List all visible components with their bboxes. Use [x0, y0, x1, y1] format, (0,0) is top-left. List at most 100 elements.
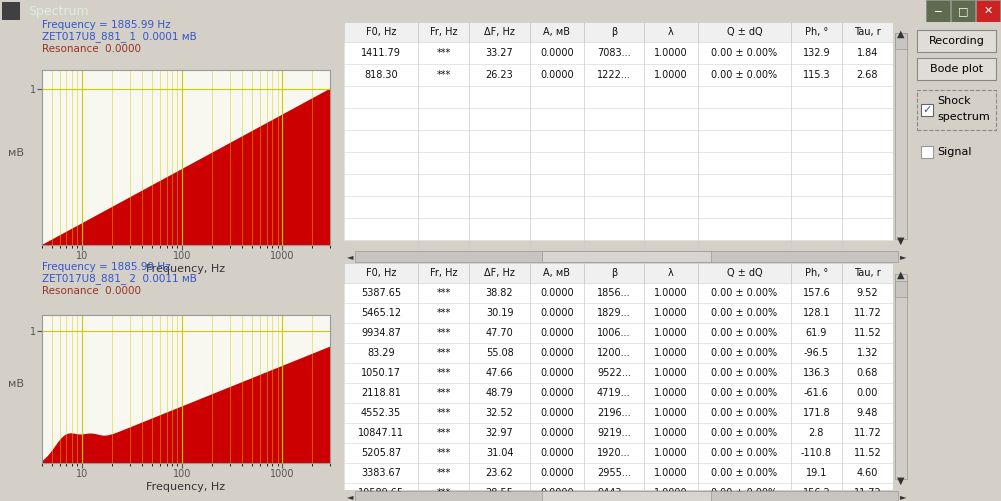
Text: Resonance  0.0000: Resonance 0.0000 — [42, 286, 141, 296]
Text: 11.72: 11.72 — [854, 308, 881, 318]
Bar — [842, 22, 893, 42]
Text: F0, Hz: F0, Hz — [366, 268, 396, 278]
Bar — [344, 130, 893, 152]
Text: Recording: Recording — [929, 36, 984, 46]
Text: 0.0000: 0.0000 — [540, 448, 574, 458]
Text: ***: *** — [436, 448, 451, 458]
Text: F0, Hz: F0, Hz — [366, 27, 396, 37]
Text: ***: *** — [436, 308, 451, 318]
Text: 11.72: 11.72 — [854, 428, 881, 438]
Text: Frequency = 1885.99 Hz: Frequency = 1885.99 Hz — [42, 20, 170, 30]
Text: 47.66: 47.66 — [485, 368, 514, 378]
Bar — [951, 0, 975, 22]
Bar — [917, 58, 996, 80]
Text: 0.00 ± 0.00%: 0.00 ± 0.00% — [712, 468, 778, 478]
Text: 0.0000: 0.0000 — [540, 468, 574, 478]
Text: 1.0000: 1.0000 — [655, 428, 688, 438]
Text: 1.0000: 1.0000 — [655, 368, 688, 378]
Bar — [344, 423, 893, 443]
Text: Frequency = 1885.99 Hz: Frequency = 1885.99 Hz — [42, 262, 170, 272]
Text: 83.29: 83.29 — [367, 348, 395, 358]
Text: 171.8: 171.8 — [803, 408, 830, 418]
Bar — [344, 108, 893, 130]
Text: 1856...: 1856... — [597, 288, 631, 298]
Text: 0.00 ± 0.00%: 0.00 ± 0.00% — [712, 48, 778, 58]
Text: 31.04: 31.04 — [485, 448, 514, 458]
Text: 0.00 ± 0.00%: 0.00 ± 0.00% — [712, 308, 778, 318]
Text: 10589.65: 10589.65 — [358, 488, 404, 498]
Bar — [344, 443, 893, 463]
Text: Q ± dQ: Q ± dQ — [727, 268, 762, 278]
Text: 0.00 ± 0.00%: 0.00 ± 0.00% — [712, 388, 778, 398]
Bar — [542, 252, 712, 262]
Text: β: β — [611, 268, 617, 278]
Bar — [344, 42, 893, 64]
Y-axis label: мB: мB — [8, 379, 24, 389]
Text: 1920...: 1920... — [597, 448, 631, 458]
Text: 1.0000: 1.0000 — [655, 328, 688, 338]
Bar — [355, 252, 898, 262]
Text: 55.08: 55.08 — [485, 348, 514, 358]
Text: 1.0000: 1.0000 — [655, 70, 688, 80]
Bar — [895, 281, 907, 297]
Bar — [344, 174, 893, 196]
Text: 2.68: 2.68 — [857, 70, 878, 80]
Text: 0.0000: 0.0000 — [540, 48, 574, 58]
Text: 0.00 ± 0.00%: 0.00 ± 0.00% — [712, 348, 778, 358]
Text: 11.72: 11.72 — [854, 488, 881, 498]
Text: 1.0000: 1.0000 — [655, 288, 688, 298]
Text: λ: λ — [668, 27, 674, 37]
Text: ►: ► — [900, 252, 906, 261]
Text: 1.0000: 1.0000 — [655, 448, 688, 458]
Text: 30.19: 30.19 — [485, 308, 514, 318]
Text: 0.0000: 0.0000 — [540, 288, 574, 298]
Text: 0.0000: 0.0000 — [540, 368, 574, 378]
Text: A, мB: A, мB — [544, 268, 571, 278]
Text: Fr, Hz: Fr, Hz — [430, 268, 457, 278]
Text: 9.48: 9.48 — [857, 408, 878, 418]
Text: Fr, Hz: Fr, Hz — [430, 27, 457, 37]
Text: 9522...: 9522... — [597, 368, 631, 378]
Text: λ: λ — [668, 268, 674, 278]
Text: ***: *** — [436, 48, 451, 58]
Bar — [895, 275, 907, 478]
Bar — [644, 22, 698, 42]
Text: 0.0000: 0.0000 — [540, 488, 574, 498]
Text: 128.1: 128.1 — [803, 308, 830, 318]
Text: ►: ► — [900, 492, 906, 501]
Bar — [842, 263, 893, 283]
Bar — [2, 2, 20, 20]
Bar — [917, 90, 996, 130]
Text: Ph, °: Ph, ° — [805, 268, 828, 278]
Text: 5205.87: 5205.87 — [361, 448, 401, 458]
Text: 0.00 ± 0.00%: 0.00 ± 0.00% — [712, 408, 778, 418]
Text: 5387.65: 5387.65 — [361, 288, 401, 298]
Bar — [921, 104, 933, 116]
Bar — [344, 303, 893, 323]
Bar — [530, 263, 584, 283]
Text: ◄: ◄ — [346, 252, 353, 261]
Text: ***: *** — [436, 488, 451, 498]
Text: A, мB: A, мB — [544, 27, 571, 37]
Text: 33.27: 33.27 — [485, 48, 514, 58]
Text: ***: *** — [436, 468, 451, 478]
Text: 1050.17: 1050.17 — [361, 368, 401, 378]
Text: Ph, °: Ph, ° — [805, 27, 828, 37]
Bar — [344, 283, 893, 303]
Bar — [344, 363, 893, 383]
Text: 1.0000: 1.0000 — [655, 388, 688, 398]
Text: ▲: ▲ — [897, 29, 905, 39]
Text: 0.0000: 0.0000 — [540, 388, 574, 398]
Text: ─: ─ — [935, 6, 941, 16]
Text: 61.9: 61.9 — [806, 328, 827, 338]
Text: ΔF, Hz: ΔF, Hz — [484, 27, 516, 37]
Text: 0.00 ± 0.00%: 0.00 ± 0.00% — [712, 428, 778, 438]
Text: 156.2: 156.2 — [803, 488, 830, 498]
Text: 11.52: 11.52 — [854, 448, 881, 458]
Text: ***: *** — [436, 288, 451, 298]
Bar — [344, 383, 893, 403]
Text: 23.62: 23.62 — [485, 468, 514, 478]
Text: spectrum: spectrum — [937, 112, 990, 122]
Text: 32.97: 32.97 — [485, 428, 514, 438]
Text: 3383.67: 3383.67 — [361, 468, 401, 478]
